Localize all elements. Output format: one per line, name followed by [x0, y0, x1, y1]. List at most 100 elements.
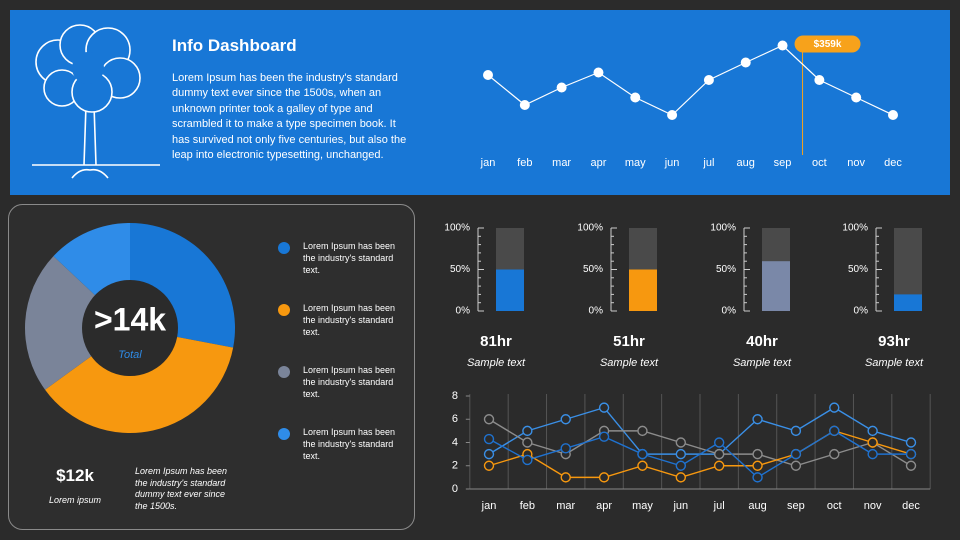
point [790, 448, 802, 460]
point [593, 67, 604, 78]
center-sublabel: Total [118, 349, 142, 361]
legend-text: Lorem Ipsum has been the industry's stan… [303, 365, 396, 399]
point [752, 414, 763, 425]
series-line [488, 418, 912, 467]
y-tick-label: 100% [710, 223, 736, 234]
legend-swatch [278, 304, 290, 316]
point [598, 472, 610, 483]
legend-swatch [278, 242, 290, 254]
point [483, 414, 495, 425]
progress-caption: Sample text [467, 357, 526, 369]
point [905, 437, 917, 448]
x-tick-label: dec [902, 500, 920, 512]
progress-label: 40hr [746, 333, 778, 350]
point [630, 92, 641, 103]
pie-hole [82, 280, 178, 376]
legend-swatch [278, 428, 290, 440]
point [519, 100, 530, 110]
point [888, 110, 898, 120]
point [598, 402, 610, 413]
point [713, 460, 725, 471]
y-tick-label: 6 [452, 413, 458, 425]
y-tick-label: 50% [450, 264, 470, 275]
point [703, 75, 714, 85]
x-tick-label: may [625, 157, 646, 169]
point [867, 448, 878, 460]
x-tick-label: oct [827, 500, 842, 512]
progress-bar [762, 261, 790, 311]
point [790, 425, 802, 437]
point [598, 431, 610, 442]
point [867, 437, 878, 448]
point [522, 454, 533, 466]
x-tick-label: sep [774, 157, 792, 169]
point [829, 402, 840, 413]
progress-bar [894, 294, 922, 311]
x-tick-label: apr [596, 500, 612, 512]
point [560, 443, 571, 454]
point [905, 448, 917, 460]
point [752, 472, 763, 483]
point [675, 448, 687, 460]
title: Info Dashboard [172, 36, 297, 55]
point [829, 425, 840, 437]
point [814, 75, 825, 85]
x-tick-label: dec [884, 157, 902, 169]
progress-bar [496, 269, 524, 311]
x-tick-label: nov [847, 157, 865, 169]
point [675, 472, 687, 483]
series-line [488, 430, 912, 479]
point [560, 414, 571, 425]
point [522, 437, 533, 448]
summary-value: $12k [56, 466, 94, 485]
point [483, 460, 495, 471]
progress-label: 51hr [613, 333, 645, 350]
x-tick-label: oct [812, 157, 827, 169]
x-tick-label: may [632, 500, 653, 512]
point [675, 460, 687, 471]
series-line [488, 430, 911, 479]
point [483, 70, 493, 80]
x-tick-label: jun [672, 500, 688, 512]
point [829, 448, 840, 460]
progress-caption: Sample text [865, 357, 924, 369]
point [905, 460, 917, 471]
y-tick-label: 50% [583, 264, 603, 275]
point [713, 448, 725, 460]
x-tick-label: feb [517, 157, 532, 169]
callout-pill [794, 35, 861, 53]
x-tick-label: mar [556, 500, 575, 512]
x-tick-label: jun [664, 157, 680, 169]
point [483, 448, 495, 460]
pie-slice [25, 256, 130, 390]
y-tick-label: 50% [848, 264, 868, 275]
y-tick-label: 0% [722, 306, 737, 317]
point [667, 110, 678, 120]
x-tick-label: apr [591, 157, 607, 169]
y-tick-label: 4 [452, 436, 458, 448]
point [556, 82, 567, 93]
x-tick-label: nov [864, 500, 882, 512]
x-tick-label: jan [481, 500, 497, 512]
y-tick-label: 50% [716, 264, 736, 275]
point [740, 57, 751, 68]
x-tick-label: jan [480, 157, 496, 169]
pie-slice [45, 328, 234, 434]
legend-text: Lorem Ipsum has been the industry's stan… [303, 427, 396, 461]
legend-swatch [278, 366, 290, 378]
y-tick-label: 100% [444, 223, 470, 234]
point [637, 425, 648, 437]
y-tick-label: 0% [854, 306, 869, 317]
trend-line [487, 44, 894, 116]
point [867, 425, 878, 437]
point [637, 460, 648, 471]
y-tick-label: 2 [452, 460, 458, 472]
legend-text: Lorem Ipsum has been the industry's stan… [303, 241, 396, 275]
point [522, 425, 533, 437]
progress-caption: Sample text [733, 357, 792, 369]
x-tick-label: mar [552, 157, 571, 169]
summary-text: Lorem Ipsum has been the industry's stan… [135, 466, 228, 511]
progress-caption: Sample text [600, 357, 659, 369]
